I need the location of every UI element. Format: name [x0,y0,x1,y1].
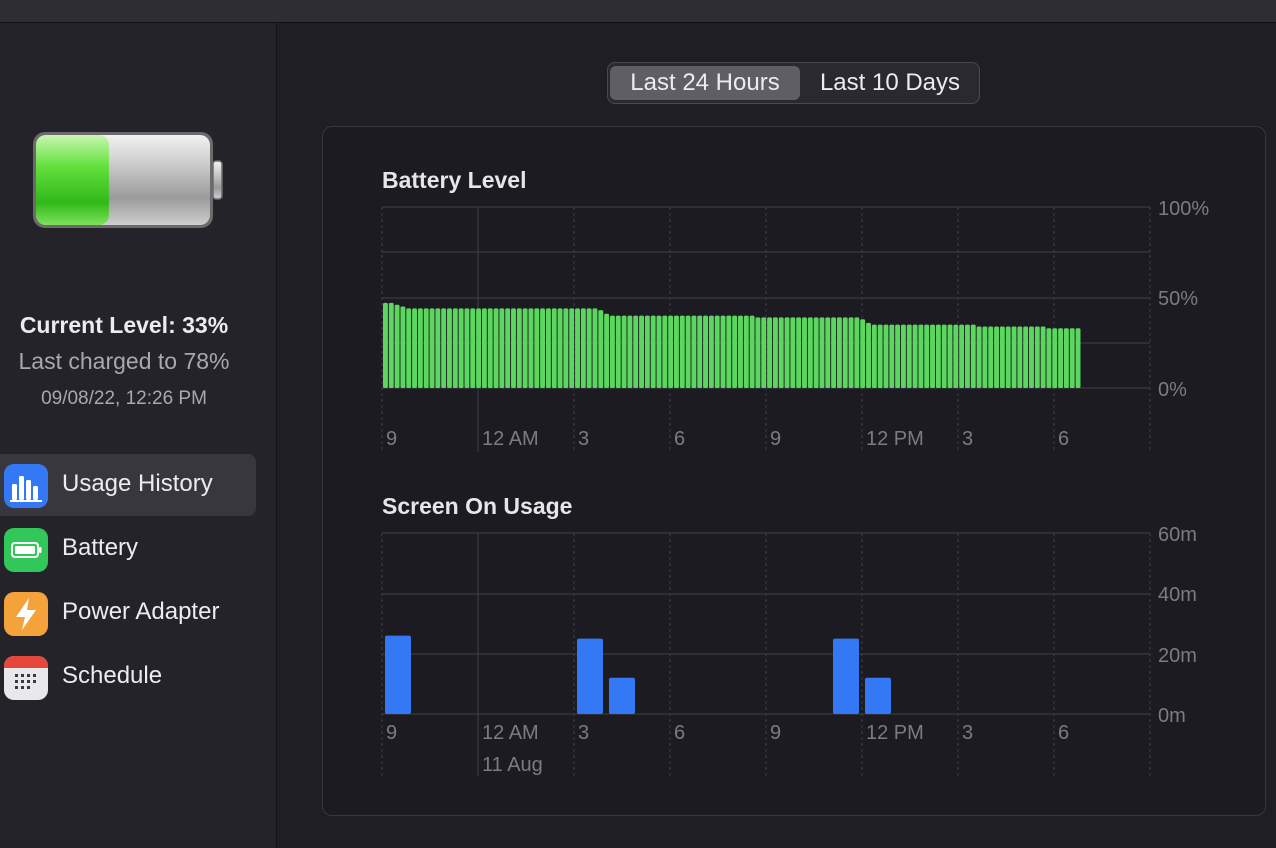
sidebar-item-battery[interactable]: Battery [0,518,256,580]
sidebar-item-schedule[interactable]: Schedule [0,646,256,708]
range-segmented-control: Last 24 Hours Last 10 Days [607,62,980,104]
window-top-bar [0,0,1276,23]
current-level-text: Current Level: 33% [19,312,229,338]
last-charged-date: 09/08/22, 12:26 PM [41,388,207,409]
sidebar-item-power-adapter[interactable]: Power Adapter [0,582,256,644]
tab-last-24-hours[interactable]: Last 24 Hours [610,66,800,100]
sidebar-item-label: Power Adapter [62,598,220,625]
lightning-icon [4,592,48,636]
sidebar-item-label: Battery [62,534,139,561]
battery-icon [4,528,48,572]
sidebar-item-usage-history[interactable]: Usage History [0,454,256,516]
last-charged-text: Last charged to 78% [18,348,230,374]
sidebar-item-label: Schedule [62,662,163,689]
battery-graphic [33,132,223,228]
chart-bars-icon [4,464,48,508]
sidebar-item-label: Usage History [62,470,213,497]
battery-fill [36,135,109,225]
calendar-icon [4,656,48,700]
chart-panel [322,126,1266,816]
tab-last-10-days[interactable]: Last 10 Days [819,69,961,96]
